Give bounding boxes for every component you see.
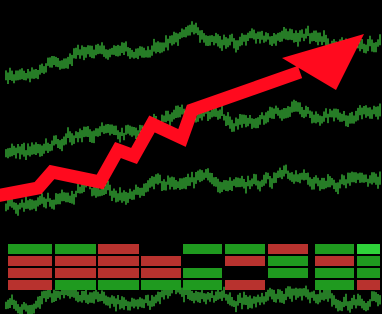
scene <box>0 0 382 314</box>
signal-block <box>141 256 181 266</box>
signal-block <box>315 256 354 266</box>
signal-block <box>55 256 96 266</box>
signal-block <box>225 256 265 266</box>
signal-block <box>8 268 52 278</box>
signal-block <box>268 244 308 254</box>
signal-block <box>268 256 308 266</box>
signal-block <box>141 280 181 290</box>
signal-block <box>98 280 139 290</box>
signal-block <box>225 244 265 254</box>
signal-block <box>141 268 181 278</box>
signal-block <box>315 244 354 254</box>
signal-block <box>98 256 139 266</box>
signal-block <box>357 280 380 290</box>
signal-block <box>357 256 380 266</box>
signal-block <box>8 280 52 290</box>
signal-block <box>268 268 308 278</box>
signal-block <box>183 280 222 290</box>
signal-block <box>183 244 222 254</box>
signal-block <box>357 244 380 254</box>
signal-block <box>55 280 96 290</box>
signal-block <box>8 244 52 254</box>
signal-block <box>357 268 380 278</box>
page: (() => { const data = JSON.parse(documen… <box>0 0 382 314</box>
signal-block <box>55 268 96 278</box>
signal-block <box>55 244 96 254</box>
signal-block <box>183 268 222 278</box>
signal-block <box>225 280 265 290</box>
signal-block <box>98 244 139 254</box>
signal-block <box>98 268 139 278</box>
signal-block <box>315 280 354 290</box>
signal-block <box>8 256 52 266</box>
signal-block <box>315 268 354 278</box>
